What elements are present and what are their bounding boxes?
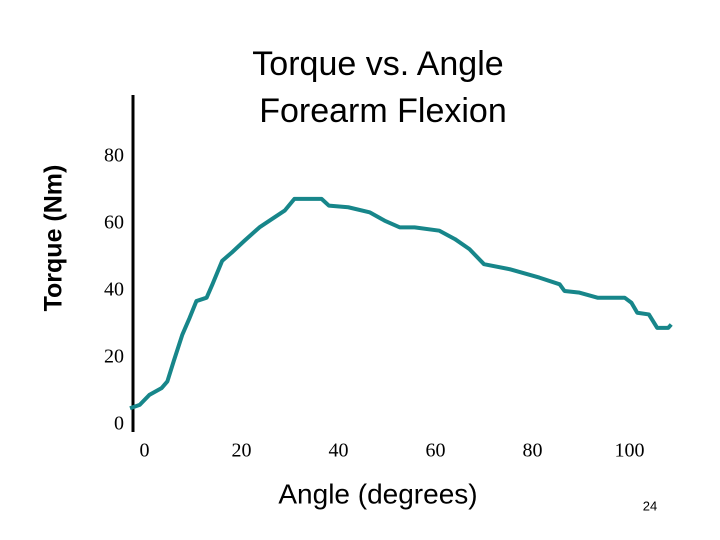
- x-tick-label: 40: [329, 440, 349, 462]
- x-tick-label: 60: [426, 440, 446, 462]
- y-tick-label: 80: [104, 145, 124, 167]
- x-tick-label: 80: [523, 440, 543, 462]
- slide-number: 24: [643, 498, 657, 513]
- x-tick-label: 20: [232, 440, 252, 462]
- y-tick-label: 40: [104, 279, 124, 301]
- y-tick-label: 20: [104, 346, 124, 368]
- x-tick-label: 100: [615, 440, 645, 462]
- chart-subtitle: Forearm Flexion: [259, 92, 507, 130]
- y-tick-label: 60: [104, 212, 124, 234]
- y-axis-label: Torque (Nm): [40, 165, 68, 312]
- chart-title: Torque vs. Angle: [252, 45, 503, 83]
- x-axis-label: Angle (degrees): [278, 478, 477, 509]
- data-line: [129, 196, 673, 411]
- y-tick-label: 0: [114, 413, 124, 435]
- x-tick-label: 0: [140, 440, 150, 462]
